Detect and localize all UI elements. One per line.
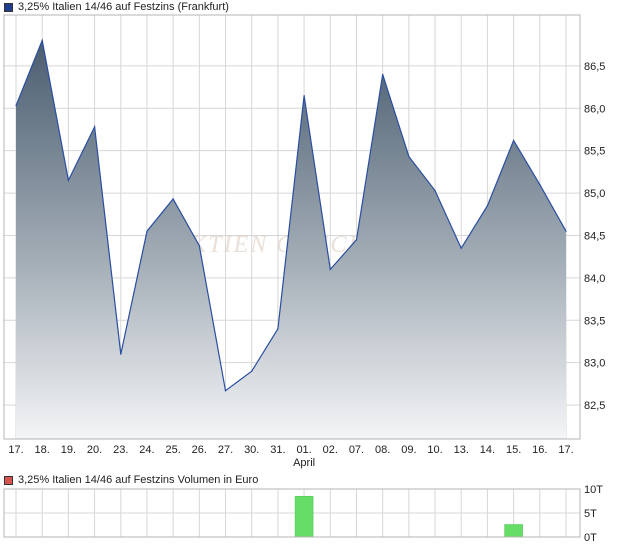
price-point: [486, 205, 488, 207]
price-point: [460, 247, 462, 249]
x-tick-label: 20.: [87, 444, 102, 456]
volume-plot-frame: [3, 488, 581, 538]
price-point: [172, 198, 174, 200]
price-point: [120, 353, 122, 355]
x-tick-label: 30.: [244, 444, 259, 456]
x-tick-label: 01.: [296, 444, 311, 456]
x-tick-label: 13.: [454, 444, 469, 456]
price-point: [198, 245, 200, 247]
x-tick-label: 31.: [270, 444, 285, 456]
price-plot-frame: [3, 14, 581, 440]
volume-series: [294, 495, 523, 538]
price-y-tick-label: 86,5: [584, 61, 605, 73]
price-y-tick-label: 83,0: [584, 358, 605, 370]
x-tick-label: 17.: [8, 444, 23, 456]
volume-legend-swatch: [4, 475, 13, 485]
price-point: [146, 230, 148, 232]
volume-bar: [294, 495, 314, 538]
price-point: [408, 156, 410, 158]
x-tick-label: 16.: [532, 444, 547, 456]
price-point: [513, 139, 515, 142]
x-axis: 17. 18. 19. 20. 23. 24. 25. 26. 27. 30. 31. 01. 02. 0…: [8, 444, 573, 469]
price-point: [355, 239, 358, 241]
price-y-tick-label: 84,0: [584, 273, 605, 285]
price-point: [251, 370, 253, 372]
price-point: [303, 95, 305, 97]
price-point: [329, 268, 331, 270]
price-point: [565, 230, 567, 232]
x-tick-label: 26.: [192, 444, 207, 456]
volume-y-tick-label: 0T: [584, 532, 597, 544]
price-y-tick-label: 83,5: [584, 315, 605, 327]
x-tick-label: 02.: [323, 444, 338, 456]
x-tick-label: 14.: [480, 444, 495, 456]
price-point: [94, 126, 96, 128]
volume-y-tick-label: 10T: [584, 484, 603, 496]
volume-y-axis: 0T 5T 10T: [584, 484, 603, 544]
volume-bar: [504, 524, 523, 538]
x-tick-label: 25.: [165, 444, 180, 456]
price-series: [15, 38, 567, 440]
price-y-tick-label: 86,0: [584, 103, 605, 115]
price-point: [539, 184, 541, 186]
x-tick-label: 10.: [427, 444, 442, 456]
price-chart-legend: 3,25% Italien 14/46 auf Festzins (Frankf…: [4, 0, 229, 14]
price-legend-swatch: [4, 2, 13, 12]
x-tick-label: 23.: [113, 444, 128, 456]
volume-chart-title: 3,25% Italien 14/46 auf Festzins Volumen…: [18, 474, 259, 486]
price-line: [15, 38, 567, 392]
price-y-tick-label: 84,5: [584, 230, 605, 242]
price-point: [41, 39, 43, 42]
price-chart-title: 3,25% Italien 14/46 auf Festzins (Frankf…: [18, 1, 229, 13]
price-area: [16, 40, 566, 440]
price-point: [15, 105, 17, 107]
x-tick-label: 27.: [218, 444, 233, 456]
price-point: [382, 73, 384, 75]
price-point: [277, 328, 279, 330]
price-y-tick-label: 85,0: [584, 188, 605, 200]
x-tick-label: 08.: [375, 444, 390, 456]
x-tick-label: 09.: [401, 444, 416, 456]
x-month-label: April: [293, 457, 315, 469]
price-y-axis: 82,5 83,0 83,5 84,0 84,5 85,0 85,5 86,0 86,5: [584, 61, 605, 412]
price-point: [67, 179, 69, 181]
x-tick-label: 07.: [349, 444, 364, 456]
volume-y-tick-label: 5T: [584, 508, 597, 520]
watermark: AKTIEN CHECK: [172, 232, 367, 258]
volume-chart-legend: 3,25% Italien 14/46 auf Festzins Volumen…: [4, 473, 258, 487]
x-tick-label: 18.: [35, 444, 50, 456]
x-tick-label: 15.: [506, 444, 521, 456]
price-y-tick-label: 82,5: [584, 400, 605, 412]
price-y-tick-label: 85,5: [584, 146, 605, 158]
price-point: [434, 189, 436, 192]
volume-grid: [4, 488, 580, 538]
x-tick-label: 17.: [558, 444, 573, 456]
x-tick-label: 19.: [61, 444, 76, 456]
price-point: [224, 390, 227, 392]
x-tick-label: 24.: [139, 444, 154, 456]
